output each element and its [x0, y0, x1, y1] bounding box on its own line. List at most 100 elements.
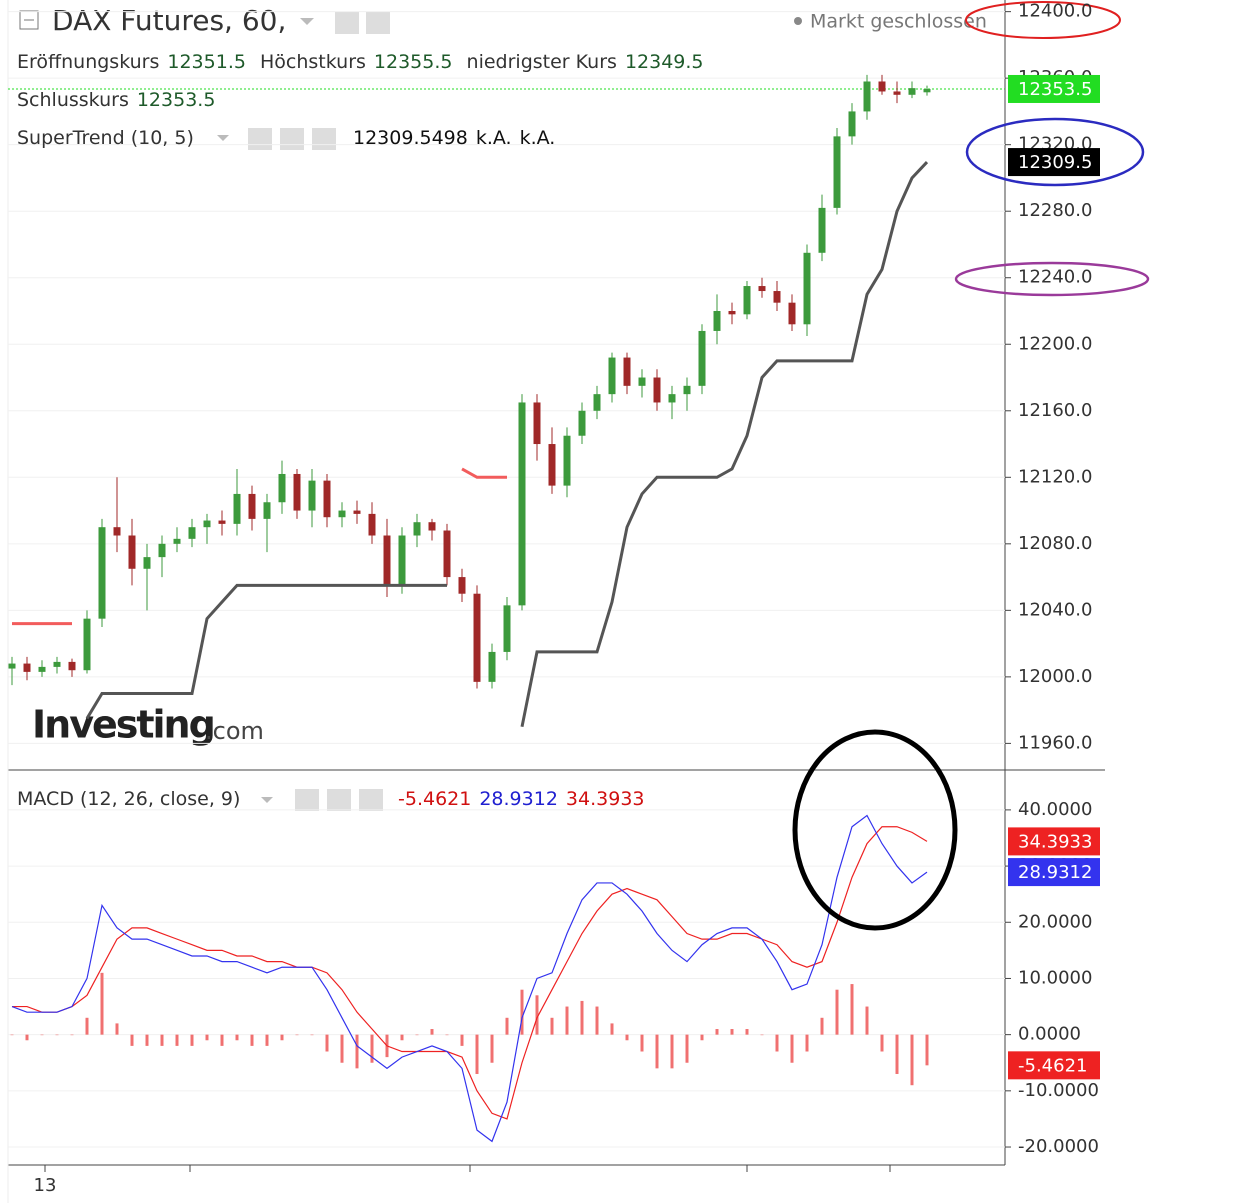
last-price-tag [1008, 74, 1100, 103]
candle-body [863, 81, 871, 112]
histogram-bar [790, 1034, 794, 1063]
candle-body [893, 91, 901, 95]
gear-icon[interactable] [280, 128, 304, 150]
histogram-bar [190, 1034, 194, 1046]
dropdown[interactable] [261, 797, 273, 803]
signal-tag-label: 34.3933 [1018, 831, 1092, 852]
histogram-bar [910, 1034, 914, 1086]
eye-icon[interactable] [295, 789, 319, 811]
histogram-bar [100, 972, 104, 1035]
candle-body [503, 605, 511, 652]
ohlc-label: Eröffnungskurs [17, 51, 160, 73]
eye-icon[interactable] [335, 12, 359, 34]
candle-body [53, 661, 61, 667]
candle-body [83, 618, 91, 671]
macd-tag [1008, 858, 1100, 887]
histogram-bar [325, 1034, 329, 1052]
collapse-icon[interactable] [19, 10, 39, 30]
close-icon[interactable] [312, 128, 336, 150]
supertrend-tag-label: 12309.5 [1018, 152, 1092, 173]
histogram-bar [700, 1034, 704, 1041]
candle-body [818, 207, 826, 253]
histogram-bar [130, 1034, 134, 1046]
indicator-label: SuperTrend (10, 5) [17, 127, 194, 149]
histogram-tag-label: -5.4621 [1018, 1055, 1087, 1076]
histogram-bar [745, 1029, 749, 1035]
annotation-ellipse [965, 1, 1121, 39]
y-tick-label: 12000.0 [1018, 666, 1092, 687]
histogram-bar [10, 1034, 14, 1036]
candle-body [878, 81, 886, 92]
macd-value: 28.9312 [479, 788, 558, 810]
histogram-bar [295, 1034, 299, 1036]
candle-body [38, 666, 46, 672]
supertrend-tag [1008, 148, 1100, 177]
histogram-bar [475, 1034, 479, 1074]
histogram-bar [520, 989, 524, 1035]
histogram-bar [160, 1034, 164, 1046]
ohlc-legend: Eröffnungskurs 12351.5 Höchstkurs 12355.5 … [17, 51, 712, 73]
macd-legend: MACD (12, 26, close, 9) [17, 788, 248, 810]
dropdown[interactable] [300, 18, 314, 25]
candle-body [548, 444, 556, 486]
plot [8, 11, 1011, 1148]
candle-body [668, 394, 676, 403]
candle-body [173, 538, 181, 544]
candle-body [923, 88, 931, 93]
histogram-bar [580, 1000, 584, 1035]
histogram-bar [850, 984, 854, 1035]
macd-values: -5.4621 28.9312 34.3933 [398, 788, 653, 810]
candle-body [128, 535, 136, 569]
histogram-bar [40, 1034, 44, 1036]
histogram-bar [370, 1034, 374, 1063]
y-tick-label: 11960.0 [1018, 732, 1092, 753]
histogram-bar [205, 1034, 209, 1041]
indicator-value: k.A. [519, 127, 556, 149]
y-tick-label: 12280.0 [1018, 200, 1092, 221]
histogram-bar [610, 1023, 614, 1035]
candle-body [488, 651, 496, 682]
histogram-bar [115, 1023, 119, 1035]
histogram-bar [730, 1029, 734, 1035]
eye-icon[interactable] [248, 128, 272, 150]
dropdown[interactable] [217, 135, 229, 141]
y-tick-label: -10.0000 [1018, 1080, 1099, 1101]
candle-body [623, 357, 631, 386]
x-tick-label: 13 [34, 1175, 57, 1196]
close-icon[interactable] [359, 789, 383, 811]
histogram-bar [445, 1034, 449, 1036]
histogram-bar [685, 1034, 689, 1063]
y-tick-label: 12120.0 [1018, 466, 1092, 487]
y-tick-label: -20.0000 [1018, 1136, 1099, 1157]
candle-body [398, 535, 406, 586]
candle-body [413, 522, 421, 536]
histogram-bar [145, 1034, 149, 1046]
candle-body [353, 510, 361, 514]
status-dot [794, 17, 802, 25]
watermark: .com [205, 717, 264, 745]
candle-body [908, 88, 916, 95]
watermark: Investing [32, 703, 214, 747]
histogram-bar [895, 1034, 899, 1074]
indicator-value: k.A. [475, 127, 512, 149]
gear-icon[interactable] [327, 789, 351, 811]
candle-body [98, 527, 106, 619]
histogram-bar [430, 1029, 434, 1035]
candle-body [143, 557, 151, 569]
y-tick-label: 12240.0 [1018, 267, 1092, 288]
candle-body [743, 286, 751, 315]
histogram-bar [415, 1034, 419, 1036]
candle-body [758, 286, 766, 292]
histogram-bar [235, 1034, 239, 1041]
y-tick-label: 20.0000 [1018, 911, 1092, 932]
histogram-bar [820, 1017, 824, 1035]
gear-icon[interactable] [366, 12, 390, 34]
candle-body [578, 410, 586, 436]
candle-body [68, 661, 76, 671]
histogram-bar [505, 1017, 509, 1035]
ohlc-value: 12351.5 [167, 51, 246, 73]
candle-body [293, 473, 301, 511]
candle-body [593, 394, 601, 411]
